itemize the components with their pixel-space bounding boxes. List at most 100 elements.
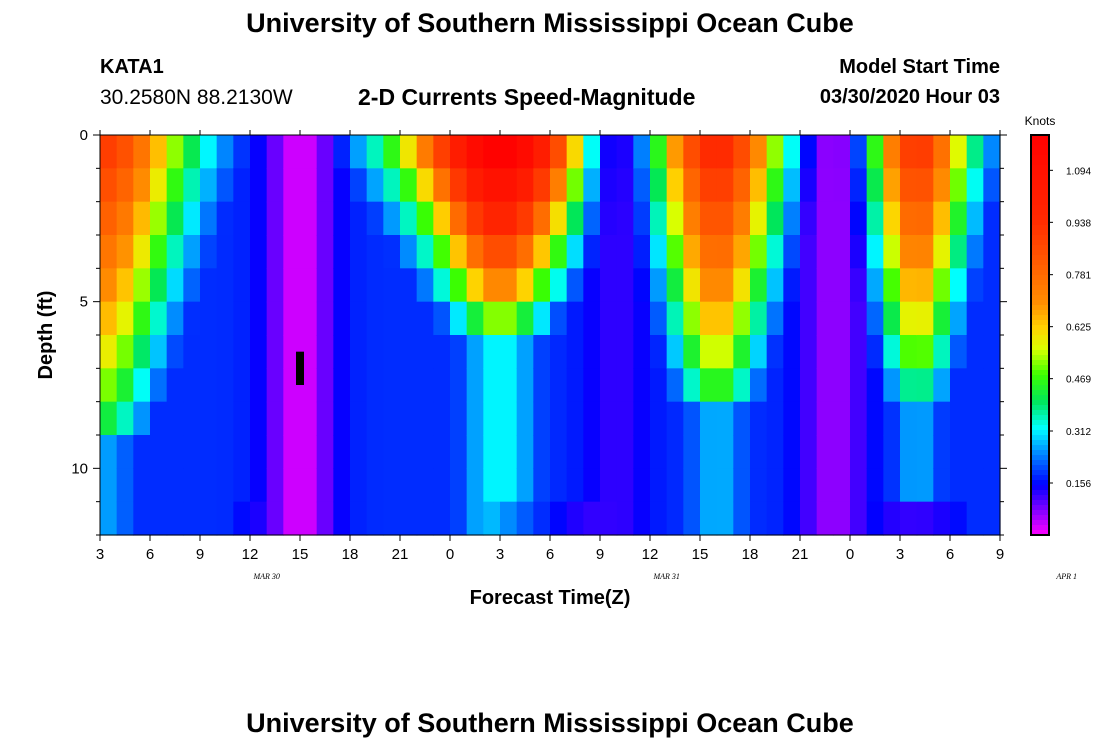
- heatmap-cell: [833, 401, 851, 436]
- heatmap-cell: [483, 468, 501, 503]
- heatmap-cell: [750, 168, 768, 203]
- heatmap-cell: [466, 501, 484, 536]
- heatmap-cell: [183, 201, 201, 236]
- x-tick-label: 0: [446, 546, 454, 563]
- colorbar-segment: [1031, 335, 1049, 341]
- colorbar-segment: [1031, 455, 1049, 461]
- heatmap-cell: [916, 335, 934, 369]
- heatmap-cell: [866, 401, 884, 436]
- heatmap-cell: [900, 268, 918, 303]
- heatmap-cell: [616, 301, 634, 336]
- heatmap-cell: [183, 468, 201, 503]
- heatmap-cell: [150, 501, 168, 536]
- heatmap-cell: [766, 501, 784, 536]
- heatmap-cell: [450, 268, 468, 303]
- heatmap-cell: [500, 401, 518, 436]
- heatmap-cell: [316, 368, 334, 403]
- heatmap-cell: [966, 435, 984, 469]
- heatmap-cell: [700, 368, 718, 403]
- heatmap-cell: [550, 335, 568, 369]
- heatmap-cell: [583, 268, 601, 303]
- heatmap-cell: [983, 268, 1001, 303]
- y-tick-label: 0: [80, 127, 88, 144]
- heatmap-cell: [150, 468, 168, 503]
- heatmap-cell: [550, 468, 568, 503]
- heatmap-cell: [316, 501, 334, 536]
- heatmap-cell: [916, 401, 934, 436]
- heatmap-cell: [700, 501, 718, 536]
- heatmap-cell: [850, 335, 868, 369]
- colorbar-segment: [1031, 475, 1049, 481]
- heatmap-cell: [866, 235, 884, 269]
- colorbar-segment: [1031, 345, 1049, 351]
- heatmap-cell: [916, 501, 934, 536]
- heatmap-cell: [483, 301, 501, 336]
- colorbar-segment: [1031, 425, 1049, 431]
- heatmap-cell: [600, 301, 618, 336]
- heatmap-cell: [133, 401, 151, 436]
- heatmap-cell: [766, 201, 784, 236]
- heatmap-cell: [183, 435, 201, 469]
- heatmap-cell: [900, 235, 918, 269]
- heatmap-cell: [283, 435, 301, 469]
- heatmap-cell: [700, 268, 718, 303]
- heatmap-cell: [833, 435, 851, 469]
- heatmap-cell: [983, 201, 1001, 236]
- x-tick-label: 21: [392, 546, 409, 563]
- heatmap-cell: [516, 168, 534, 203]
- heatmap-cell: [300, 201, 318, 236]
- heatmap-cell: [566, 235, 584, 269]
- colorbar-segment: [1031, 180, 1049, 186]
- heatmap-cell: [816, 201, 834, 236]
- heatmap-cell: [200, 435, 218, 469]
- heatmap-cell: [466, 201, 484, 236]
- heatmap-cell: [150, 268, 168, 303]
- heatmap-cell: [650, 401, 668, 436]
- y-axis: 0 5 10: [71, 127, 1007, 536]
- heatmap-cell: [266, 235, 284, 269]
- heatmap-cell: [916, 468, 934, 503]
- colorbar-segment: [1031, 470, 1049, 476]
- colorbar-segment: [1031, 160, 1049, 166]
- heatmap-cell: [133, 435, 151, 469]
- heatmap-cell: [650, 301, 668, 336]
- heatmap-cell: [600, 168, 618, 203]
- heatmap-cell: [533, 168, 551, 203]
- colorbar-segment: [1031, 185, 1049, 191]
- heatmap-cell: [516, 401, 534, 436]
- heatmap-cell: [150, 135, 168, 169]
- colorbar-segment: [1031, 490, 1049, 496]
- colorbar-segment: [1031, 285, 1049, 291]
- heatmap-cell: [550, 268, 568, 303]
- colorbar-segment: [1031, 280, 1049, 286]
- heatmap-cell: [616, 235, 634, 269]
- heatmap-cell: [283, 468, 301, 503]
- heatmap-cell: [400, 301, 418, 336]
- heatmap-cell: [150, 368, 168, 403]
- heatmap-cell: [616, 468, 634, 503]
- heatmap-cell: [266, 435, 284, 469]
- colorbar-segment: [1031, 385, 1049, 391]
- heatmap-cell: [466, 235, 484, 269]
- heatmap-cell: [616, 435, 634, 469]
- heatmap-cell: [100, 501, 118, 536]
- heatmap-cell: [683, 335, 701, 369]
- heatmap-cell: [983, 435, 1001, 469]
- heatmap-cell: [883, 368, 901, 403]
- heatmap-cell: [733, 201, 751, 236]
- heatmap-cell: [283, 168, 301, 203]
- heatmap-cell: [200, 368, 218, 403]
- heatmap-cell: [400, 501, 418, 536]
- colorbar-segment: [1031, 215, 1049, 221]
- heatmap-cell: [783, 368, 801, 403]
- heatmap-cell: [983, 501, 1001, 536]
- heatmap-cell: [950, 335, 968, 369]
- heatmap-cell: [850, 468, 868, 503]
- colorbar-border: [1030, 134, 1050, 536]
- colorbar-segment: [1031, 230, 1049, 236]
- heatmap-cell: [733, 401, 751, 436]
- heatmap-cell: [483, 335, 501, 369]
- heatmap-cell: [366, 301, 384, 336]
- heatmap-cell: [300, 468, 318, 503]
- heatmap-cell: [333, 401, 351, 436]
